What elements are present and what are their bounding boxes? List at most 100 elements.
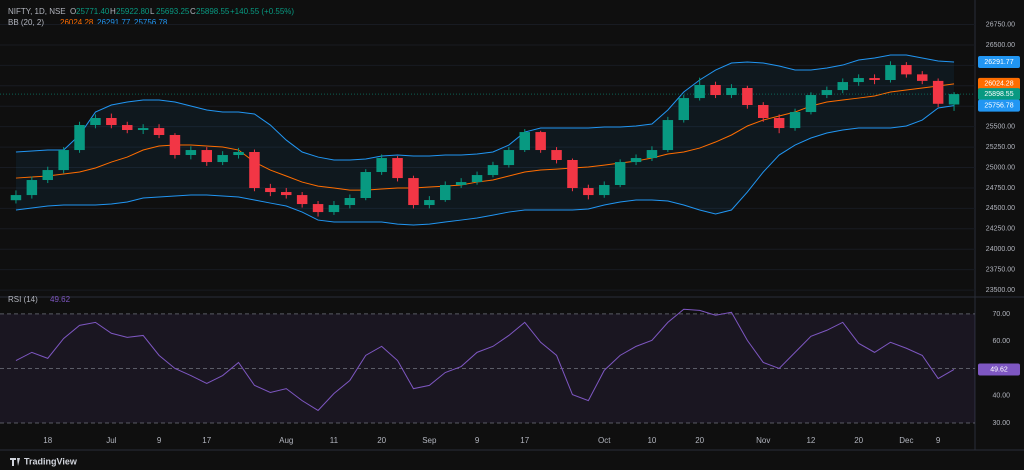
ohlc-value: 25922.80 bbox=[116, 7, 150, 16]
y-tick-label: 25000.00 bbox=[986, 164, 1015, 171]
price-badge bbox=[978, 99, 1020, 112]
x-tick-label: 20 bbox=[695, 436, 704, 445]
x-tick-label: 20 bbox=[854, 436, 863, 445]
candle-body bbox=[265, 188, 276, 193]
price-badge-label: 26291.77 bbox=[984, 59, 1013, 66]
candle-body bbox=[535, 132, 546, 151]
price-badge-label: 26024.28 bbox=[984, 81, 1013, 88]
x-tick-label: Aug bbox=[279, 436, 293, 445]
candle-body bbox=[932, 80, 944, 104]
candle-body bbox=[837, 82, 848, 91]
candle-body bbox=[694, 84, 705, 99]
price-badge-label: 25756.78 bbox=[984, 103, 1013, 110]
price-badge bbox=[978, 363, 1020, 376]
candle-body bbox=[360, 172, 371, 199]
candle-body bbox=[519, 132, 530, 151]
ohlc-key: H bbox=[110, 7, 116, 16]
symbol: NIFTY, 1D, NSE bbox=[8, 7, 66, 16]
candle-body bbox=[789, 112, 801, 129]
candle-body bbox=[122, 125, 133, 131]
candle-body bbox=[742, 88, 753, 106]
y-tick-label: 23750.00 bbox=[986, 267, 1015, 274]
y-tick-label: 24750.00 bbox=[986, 185, 1015, 192]
candle-body bbox=[869, 78, 880, 81]
y-tick-label: 24500.00 bbox=[986, 205, 1015, 212]
y-tick-label: 25500.00 bbox=[986, 124, 1015, 131]
x-tick-label: 9 bbox=[157, 436, 162, 445]
candle-body bbox=[551, 150, 562, 161]
x-tick-label: Jul bbox=[106, 436, 116, 445]
candle-body bbox=[344, 198, 356, 206]
candle-body bbox=[821, 90, 833, 96]
candle-body bbox=[455, 182, 467, 186]
candle-body bbox=[853, 78, 864, 83]
bb-legend-value: 25756.78 bbox=[134, 18, 168, 27]
candle-body bbox=[169, 134, 181, 156]
price-badge-label: 49.62 bbox=[990, 366, 1008, 373]
candle-body bbox=[440, 185, 451, 201]
rsi-line bbox=[15, 308, 955, 412]
candle-body bbox=[917, 74, 928, 81]
candle-body bbox=[471, 175, 483, 183]
candle-body bbox=[758, 105, 769, 118]
y-tick-label: 26750.00 bbox=[986, 21, 1015, 28]
y-tick-label: 25250.00 bbox=[986, 144, 1015, 151]
candle-body bbox=[487, 165, 499, 176]
candle-body bbox=[296, 195, 308, 205]
candle-body bbox=[773, 118, 785, 129]
candle-body bbox=[26, 180, 38, 196]
rsi-tick-label: 40.00 bbox=[992, 393, 1010, 400]
candle-body bbox=[567, 160, 578, 189]
candle-body bbox=[58, 150, 69, 171]
candle-body bbox=[662, 120, 674, 151]
ohlc-key: L bbox=[150, 7, 155, 16]
logo bbox=[10, 458, 20, 466]
candle-body bbox=[312, 204, 324, 213]
bb-legend-value: 26291.77 bbox=[97, 18, 131, 27]
candle-body bbox=[10, 195, 22, 201]
candle-body bbox=[710, 84, 721, 96]
candle-body bbox=[424, 200, 435, 206]
candle-body bbox=[805, 95, 817, 113]
bb-upper bbox=[15, 54, 955, 161]
candle-body bbox=[137, 128, 149, 131]
y-tick-label: 23500.00 bbox=[986, 287, 1015, 294]
candle-body bbox=[74, 125, 85, 151]
ohlc-key: O bbox=[70, 7, 76, 16]
legend: NIFTY, 1D, NSE BB (20, 2) RSI (14) bbox=[8, 7, 66, 304]
x-tick-label: 17 bbox=[202, 436, 211, 445]
candle-body bbox=[153, 128, 165, 135]
candle-body bbox=[408, 178, 419, 206]
bb-legend-value: 26024.28 bbox=[60, 18, 94, 27]
bb-legend: BB (20, 2) bbox=[8, 18, 44, 27]
x-tick-label: Dec bbox=[899, 436, 913, 445]
ohlc-key: C bbox=[190, 7, 196, 16]
candle-body bbox=[503, 150, 515, 166]
x-tick-label: 18 bbox=[43, 436, 52, 445]
candle-body bbox=[678, 98, 689, 121]
candle-body bbox=[901, 65, 912, 75]
rsi-tick-label: 30.00 bbox=[992, 420, 1010, 427]
candle-body bbox=[646, 150, 658, 159]
price-badge bbox=[978, 55, 1020, 68]
y-tick-label: 26500.00 bbox=[986, 42, 1015, 49]
x-tick-label: 12 bbox=[806, 436, 815, 445]
ohlc-value: 25693.25 bbox=[156, 7, 190, 16]
y-tick-label: 24250.00 bbox=[986, 226, 1015, 233]
candle-body bbox=[42, 170, 53, 181]
candle-body bbox=[90, 118, 101, 126]
ohlc-value: 25771.40 bbox=[76, 7, 110, 16]
bb-lower bbox=[15, 105, 955, 226]
candle-body bbox=[583, 188, 594, 196]
candle-body bbox=[392, 158, 403, 179]
rsi-tick-label: 70.00 bbox=[992, 311, 1010, 318]
ohlc-value: 25898.55 bbox=[196, 7, 230, 16]
candle-body bbox=[249, 151, 260, 189]
price-badge-label: 25898.55 bbox=[984, 91, 1013, 98]
x-tick-label: 10 bbox=[647, 436, 656, 445]
candle-body bbox=[281, 192, 292, 196]
change: +140.55 (+0.55%) bbox=[230, 7, 294, 16]
candle-body bbox=[217, 155, 228, 163]
